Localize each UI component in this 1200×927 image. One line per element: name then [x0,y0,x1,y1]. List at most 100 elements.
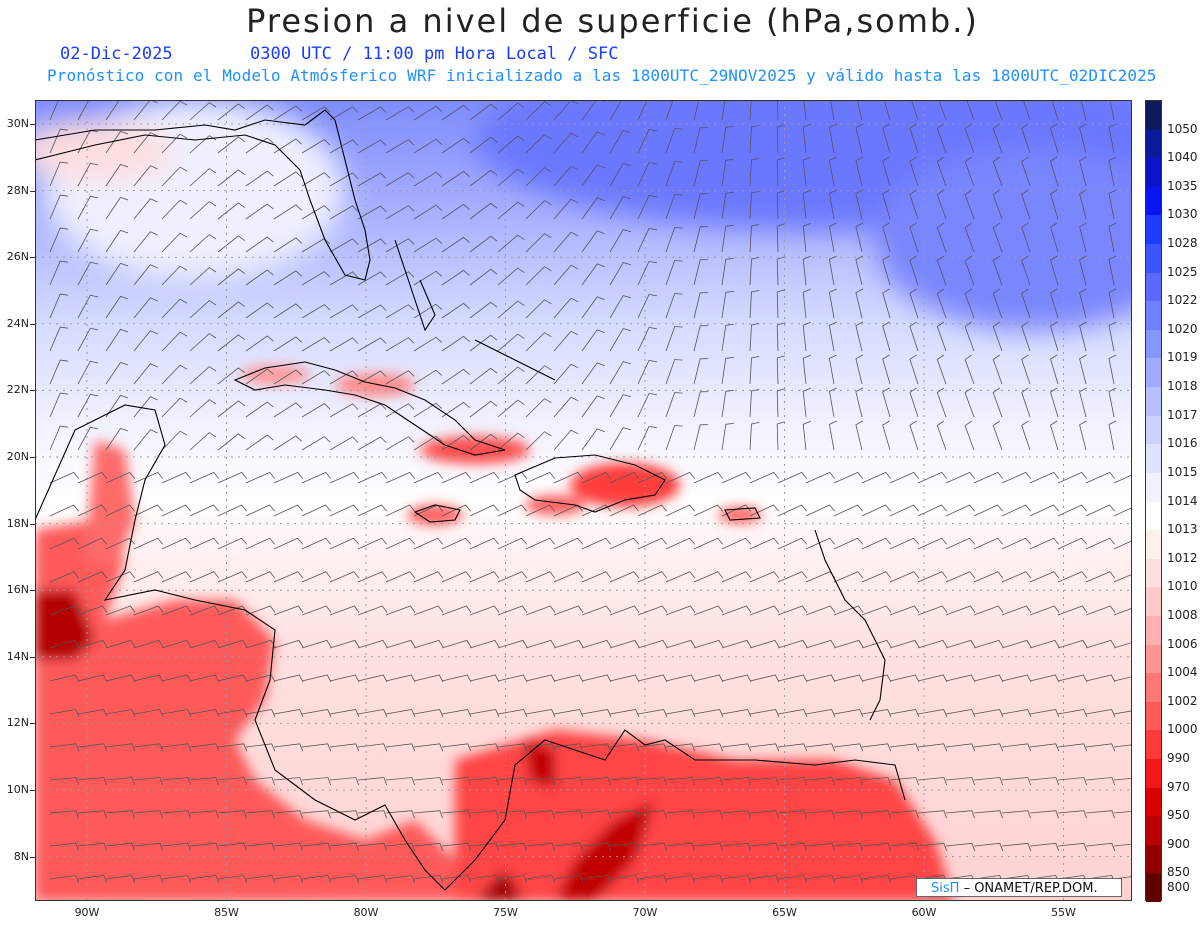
wind-barb [964,420,975,451]
wind-barb [992,189,1003,220]
wind-barb [49,674,80,683]
wind-barb [665,293,683,319]
latitude-label: 20N [6,450,29,463]
wind-barb [553,165,579,187]
wind-barb [413,138,443,154]
color-scale-swatch [1146,873,1161,903]
wind-barb [273,605,304,616]
color-scale-label: 850 [1167,865,1190,880]
wind-barb [945,777,976,786]
wind-barb [77,639,108,649]
wind-barb [301,304,331,319]
wind-barb [357,777,388,786]
wind-barb [973,639,1004,649]
color-scale-swatch [1146,701,1161,731]
wind-barb [329,504,360,517]
wind-barb [828,222,837,253]
latitude-label: 28N [6,183,29,197]
wind-barb [911,100,919,121]
wind-barb [665,537,696,550]
wind-barb [189,471,220,484]
wind-barb [964,222,975,253]
wind-barb [329,172,359,187]
color-scale-swatch [1146,730,1161,760]
wind-barb [1001,504,1032,517]
wind-barb [161,639,192,649]
map-frame [35,100,1132,901]
wind-barb [1079,288,1087,319]
wind-barb [749,100,752,121]
wind-barb [469,433,498,451]
latitude-label: 30N [6,117,29,130]
wind-barb [964,354,975,385]
wind-barb [721,159,734,187]
latitude-tick [30,790,35,791]
wind-barb [721,504,752,517]
color-scale-label: 1025 [1167,264,1198,279]
wind-barb [749,743,780,752]
wind-barb [665,227,683,253]
wind-barb [301,709,332,717]
wind-barb [1050,420,1059,451]
wind-barb [273,204,303,220]
wind-barb [301,471,332,484]
wind-barb [945,471,976,484]
wind-barb [413,435,443,451]
wind-barb [609,504,640,517]
wind-barb [77,810,107,819]
wind-barb [105,537,136,550]
wind-barb [964,387,975,418]
wind-barb [329,743,360,752]
wind-barb [133,363,158,385]
wind-barb [581,842,612,851]
wind-barb [721,571,752,583]
wind-barb [273,874,304,883]
wind-barb [1085,842,1116,851]
latitude-label: 10N [6,783,29,796]
wind-barb [861,842,892,851]
wind-barb [553,709,584,717]
wind-barb [133,297,158,319]
wind-barb [861,777,892,786]
wind-barb [553,363,579,385]
wind-barb [189,300,217,319]
wind-barb [189,267,217,286]
wind-barb [441,810,471,819]
map-canvas [35,100,1132,901]
wind-barb [805,709,836,717]
wind-barb [855,255,864,286]
wind-barb [1050,189,1059,220]
wind-barb [1001,605,1032,616]
wind-barb [301,605,332,616]
wind-barb [273,270,303,286]
wind-barb [917,605,948,616]
wind-barb [301,674,332,683]
wind-barb [525,674,556,683]
wind-barb [49,571,80,583]
wind-barb [777,471,808,484]
wind-barb [469,842,500,851]
wind-barb [637,260,657,286]
wind-barb [777,777,808,786]
color-scale-label: 1035 [1167,178,1198,193]
coastlines [35,109,906,891]
wind-barb [49,810,79,819]
wind-barb [49,709,80,717]
wind-barb [909,156,919,187]
wind-barb [301,172,331,187]
wind-barb [637,571,668,583]
wind-barb [637,359,657,385]
wind-barb [525,332,552,352]
wind-barb [721,743,752,752]
wind-barb [441,874,472,883]
wind-barb [357,370,387,385]
wind-barb [525,743,556,752]
wind-barb [889,674,920,683]
wind-barb [385,271,415,286]
wind-barb [441,434,470,451]
wind-barb [49,194,69,220]
wind-barb [189,234,217,253]
wind-barb [1029,674,1060,683]
wind-barb [273,237,303,253]
wind-barb [385,874,416,883]
